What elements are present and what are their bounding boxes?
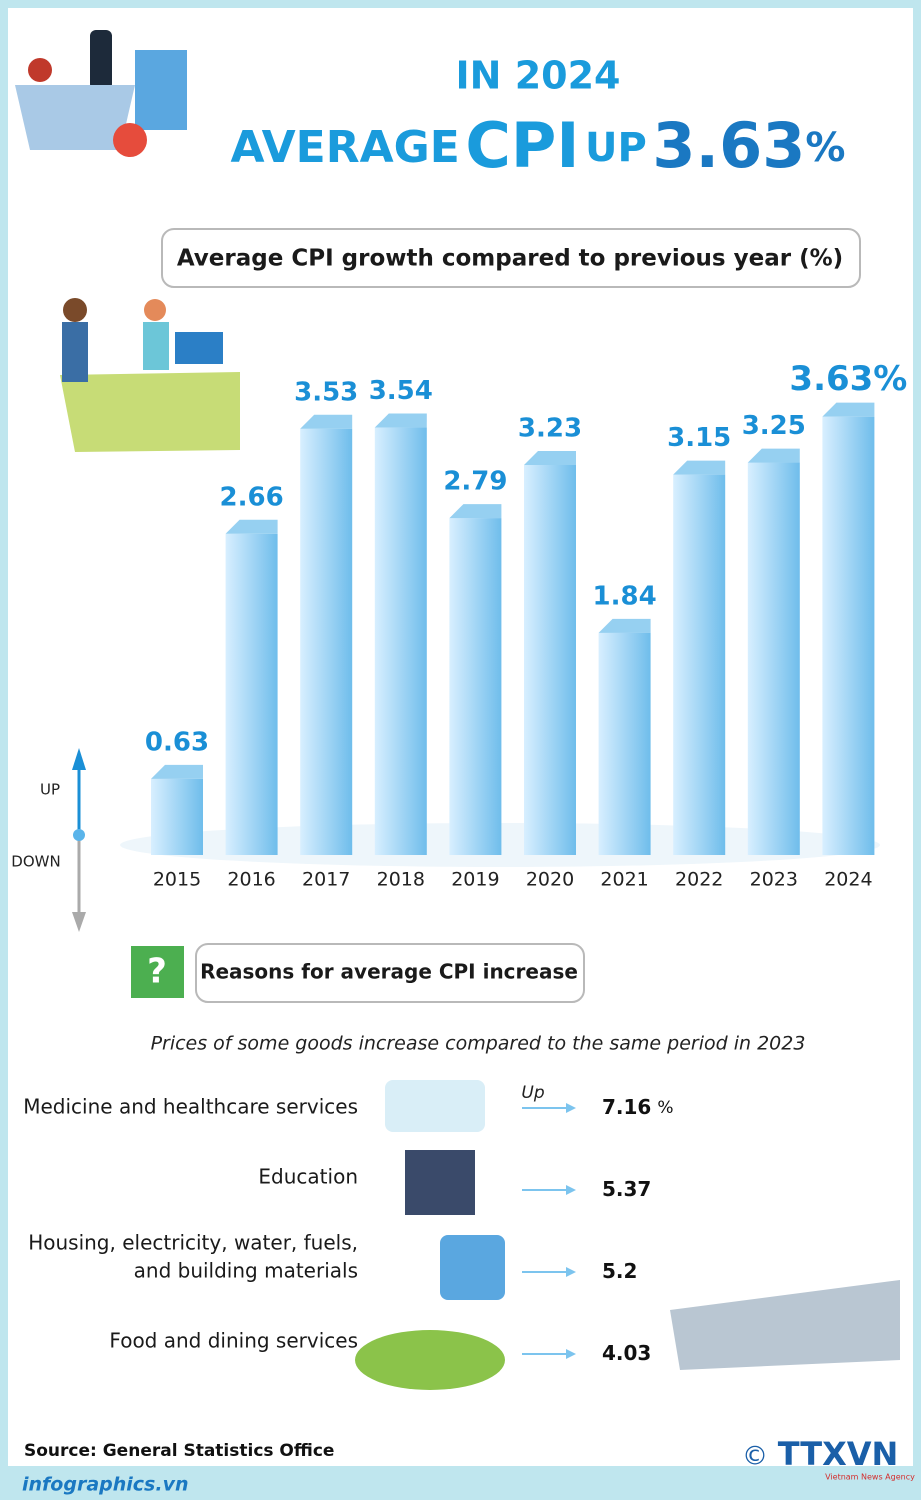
reason-label: Food and dining services bbox=[109, 1329, 358, 1353]
value-label: 3.63% bbox=[789, 359, 907, 399]
bar-top bbox=[225, 519, 278, 534]
bar bbox=[449, 518, 502, 855]
reason-label: Education bbox=[258, 1165, 358, 1189]
bar bbox=[374, 427, 427, 855]
brand: TTXVN bbox=[778, 1435, 899, 1473]
value-label: 3.23 bbox=[518, 413, 582, 443]
reason-value: 7.16% bbox=[602, 1095, 674, 1119]
question-icon bbox=[131, 946, 184, 998]
headline-part: 3.63 bbox=[652, 109, 805, 182]
bar bbox=[822, 416, 875, 855]
basket-icon bbox=[15, 30, 187, 157]
reasons-title-box bbox=[195, 943, 585, 1003]
site: infographics.vn bbox=[22, 1474, 189, 1496]
bar-top bbox=[524, 450, 576, 465]
value-label: 2.66 bbox=[220, 482, 284, 512]
value-label: 3.15 bbox=[667, 423, 731, 453]
arrow-head bbox=[566, 1185, 576, 1195]
arrow-head bbox=[566, 1103, 576, 1113]
reasons-subtitle: Prices of some goods increase compared t… bbox=[151, 1033, 806, 1055]
reason-value-unit: % bbox=[657, 1098, 673, 1118]
source: Source: General Statistics Office bbox=[24, 1441, 334, 1461]
bar bbox=[598, 632, 651, 855]
bar-top bbox=[822, 402, 875, 417]
value-label: 3.54 bbox=[369, 376, 433, 406]
bar-top bbox=[300, 414, 353, 429]
bar-top bbox=[374, 413, 427, 428]
chart-title: Average CPI growth compared to previous … bbox=[177, 246, 843, 272]
headline-part: UP bbox=[585, 125, 647, 171]
icons bbox=[355, 1080, 900, 1390]
up-down-indicator bbox=[72, 748, 86, 932]
reason-value: 5.37 bbox=[602, 1177, 651, 1201]
reasons-title: Reasons for average CPI increase bbox=[200, 960, 578, 984]
brand-sub: Vietnam News Agency bbox=[825, 1473, 915, 1482]
headline-part: % bbox=[805, 125, 845, 171]
value-label: 2.79 bbox=[443, 467, 507, 497]
value-label: 0.63 bbox=[145, 727, 209, 757]
chart-title-box bbox=[161, 228, 861, 288]
copyright: © bbox=[742, 1442, 768, 1472]
bar bbox=[747, 462, 800, 855]
bar-top bbox=[151, 764, 203, 779]
reason-value-number: 5.37 bbox=[602, 1177, 651, 1201]
shop-icon bbox=[60, 298, 240, 452]
arrow-head bbox=[566, 1349, 576, 1359]
arrow-head bbox=[566, 1267, 576, 1277]
x-tick-label: 2015 bbox=[153, 869, 201, 891]
side-label: UP bbox=[40, 781, 60, 799]
bar bbox=[300, 428, 353, 855]
reason-value-number: 5.2 bbox=[602, 1259, 637, 1283]
bar-top bbox=[598, 618, 651, 633]
reason-value: 5.2 bbox=[602, 1259, 637, 1283]
value-label: 3.53 bbox=[294, 377, 358, 407]
headline-part: AVERAGE bbox=[231, 122, 460, 173]
bar-top bbox=[673, 460, 726, 475]
reason-value-number: 4.03 bbox=[602, 1341, 651, 1365]
x-tick-label: 2017 bbox=[302, 869, 350, 891]
bar bbox=[151, 778, 203, 855]
reason-value-number: 7.16 bbox=[602, 1095, 651, 1119]
x-tick-label: 2016 bbox=[227, 869, 275, 891]
bar-top bbox=[449, 504, 502, 519]
reason-value: 4.03 bbox=[602, 1341, 651, 1365]
bar bbox=[673, 474, 726, 855]
value-label: 1.84 bbox=[593, 581, 657, 611]
bar bbox=[225, 533, 278, 855]
x-tick-label: 2024 bbox=[824, 869, 872, 891]
bar bbox=[524, 464, 576, 855]
reason-label: Housing, electricity, water, fuels, bbox=[28, 1231, 358, 1255]
headline-1: IN 2024 bbox=[456, 54, 621, 98]
bar-top bbox=[747, 448, 800, 463]
up-label: Up bbox=[521, 1083, 544, 1103]
x-tick-label: 2022 bbox=[675, 869, 723, 891]
x-tick-label: 2023 bbox=[750, 869, 798, 891]
question-mark: ? bbox=[147, 952, 167, 992]
x-tick-label: 2020 bbox=[526, 869, 574, 891]
headline-part: CPI bbox=[465, 109, 579, 182]
value-label: 3.25 bbox=[742, 411, 806, 441]
reason-label: and building materials bbox=[134, 1259, 358, 1283]
x-tick-label: 2019 bbox=[451, 869, 499, 891]
side-label: DOWN bbox=[11, 853, 60, 871]
x-tick-label: 2021 bbox=[600, 869, 648, 891]
x-tick-label: 2018 bbox=[377, 869, 425, 891]
reason-label: Medicine and healthcare services bbox=[23, 1095, 358, 1119]
headline-2: AVERAGE CPI UP 3.63% bbox=[231, 109, 846, 182]
